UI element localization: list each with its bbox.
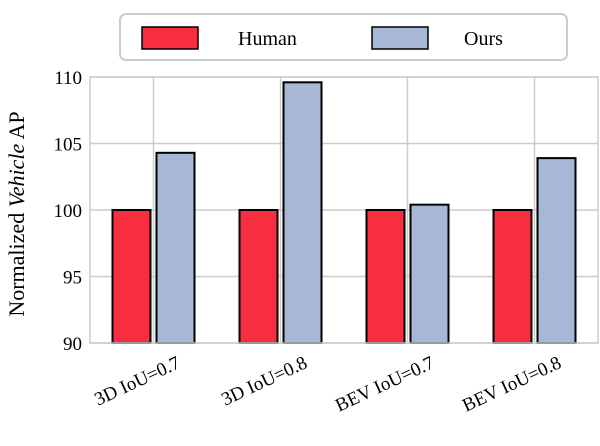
- y-tick-label: 100: [54, 201, 83, 222]
- bar-human-3d-iou-0-7: [111, 209, 152, 344]
- plot-frame: [89, 76, 599, 344]
- legend-label-ours: Ours: [464, 28, 503, 50]
- y-tick-label: 105: [54, 135, 83, 156]
- bar-human-bev-iou-0-7: [365, 209, 406, 344]
- bar-human-bev-iou-0-8: [492, 209, 533, 344]
- legend-label-human: Human: [238, 28, 297, 50]
- bar-ours-bev-iou-0-8: [536, 157, 577, 344]
- y-axis-label-prefix: Normalized: [4, 207, 29, 316]
- bar-ours-3d-iou-0-7: [155, 151, 196, 344]
- x-tick-label: BEV IoU=0.7: [332, 352, 437, 416]
- y-tick-label: 90: [63, 334, 82, 355]
- bars: [111, 81, 577, 344]
- x-tick-labels: 3D IoU=0.7 3D IoU=0.8 BEV IoU=0.7 BEV IoU=0…: [91, 352, 564, 416]
- y-tick-label: 95: [63, 268, 82, 289]
- y-axis-label-italic: Vehicle: [4, 144, 29, 208]
- y-axis-label-suffix: AP: [4, 111, 29, 143]
- x-tick-label: BEV IoU=0.8: [459, 352, 564, 416]
- legend-swatch-ours: [371, 26, 429, 50]
- y-tick-labels: 90 95 100 105 110: [54, 68, 83, 355]
- legend: Human Ours: [119, 13, 568, 61]
- x-tick-label: 3D IoU=0.7: [91, 352, 183, 410]
- bar-ours-bev-iou-0-7: [409, 203, 450, 344]
- x-tick-label: 3D IoU=0.8: [218, 352, 310, 410]
- bar-ours-3d-iou-0-8: [282, 81, 323, 344]
- bar-human-3d-iou-0-8: [238, 209, 279, 344]
- y-axis-label: Normalized Vehicle AP: [4, 111, 29, 316]
- legend-swatch-human: [141, 26, 199, 50]
- y-tick-label: 110: [54, 68, 82, 89]
- legend-box: [119, 13, 568, 61]
